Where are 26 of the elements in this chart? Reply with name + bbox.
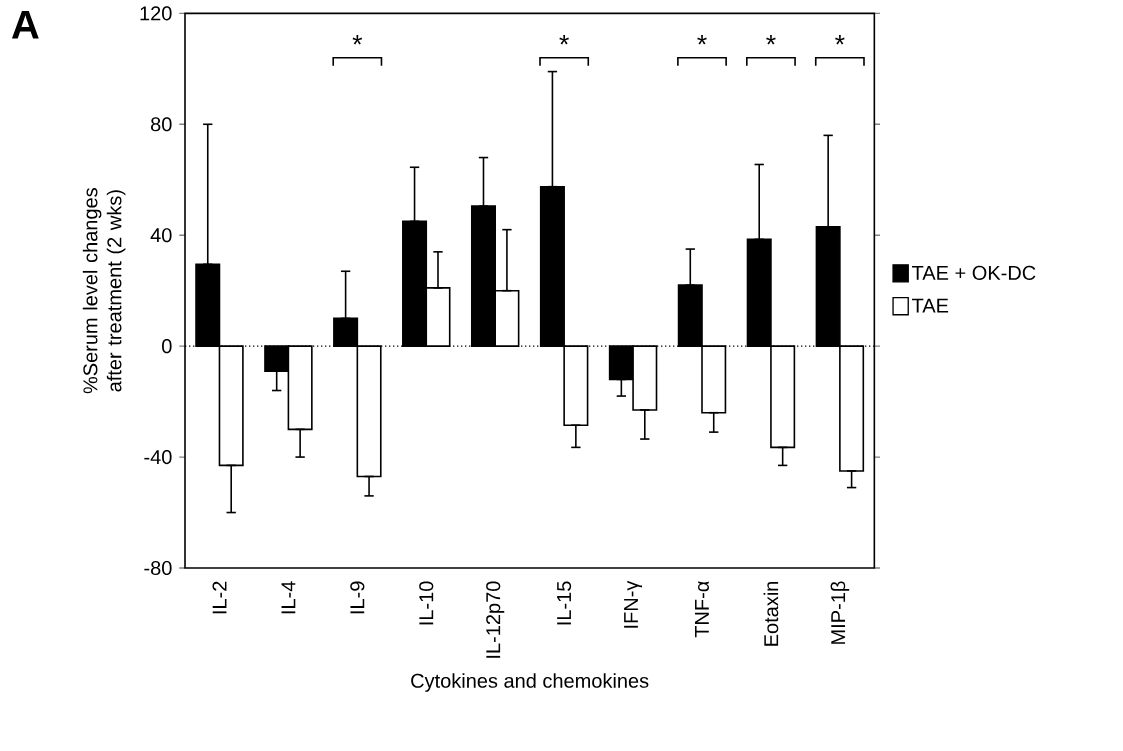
y-tick-label: 0 — [162, 339, 172, 354]
x-tick-label: IL-10 — [419, 581, 434, 625]
y-tick-label: -40 — [144, 449, 172, 465]
annotation: * — [559, 35, 569, 45]
x-tick-label: TNF-α — [695, 581, 709, 638]
annotation: * — [697, 35, 707, 45]
x-tick-label: IL-15 — [557, 581, 572, 625]
annotation: * — [352, 35, 363, 45]
annotation: * — [835, 35, 845, 45]
x-tick-label: Eotaxin — [763, 581, 779, 646]
x-axis-title: Cytokines and chemokines — [411, 673, 649, 692]
x-tick-label: IL-12p70 — [486, 581, 505, 658]
annotation: * — [766, 35, 776, 45]
x-tick-label: IL-9 — [350, 581, 365, 614]
y-axis-title: %Serum level changes after treatment (2 wks) — [82, 188, 126, 394]
x-tick-label: IL-2 — [212, 581, 227, 614]
x-tick-label: MIP-1β — [830, 581, 850, 644]
text: A — [11, 10, 39, 39]
y-tick-label: 120 — [140, 6, 172, 21]
y-tick-label: 80 — [151, 117, 172, 132]
legend-label: TAE + OK-DC — [912, 265, 1036, 280]
y-tick-label: 40 — [150, 228, 172, 243]
legend-label: TAE — [912, 298, 949, 313]
y-tick-label: -80 — [144, 560, 172, 576]
x-tick-label: IL-4 — [281, 581, 296, 614]
x-tick-label: IFN-γ — [624, 580, 643, 628]
